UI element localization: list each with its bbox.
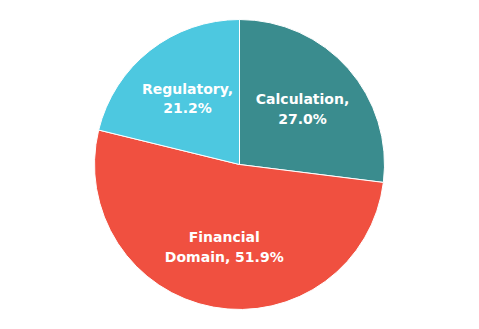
chart: Calculation,27.0% FinancialDomain, 51.9% R…	[0, 0, 479, 329]
data-label: Calculation,27.0%	[256, 91, 349, 127]
slice	[99, 20, 240, 165]
slices	[95, 20, 385, 310]
labels: Calculation,27.0% FinancialDomain, 51.9% R…	[142, 81, 349, 265]
data-label: FinancialDomain, 51.9%	[165, 229, 284, 265]
slice	[240, 20, 385, 183]
data-label: Regulatory,21.2%	[142, 81, 233, 117]
